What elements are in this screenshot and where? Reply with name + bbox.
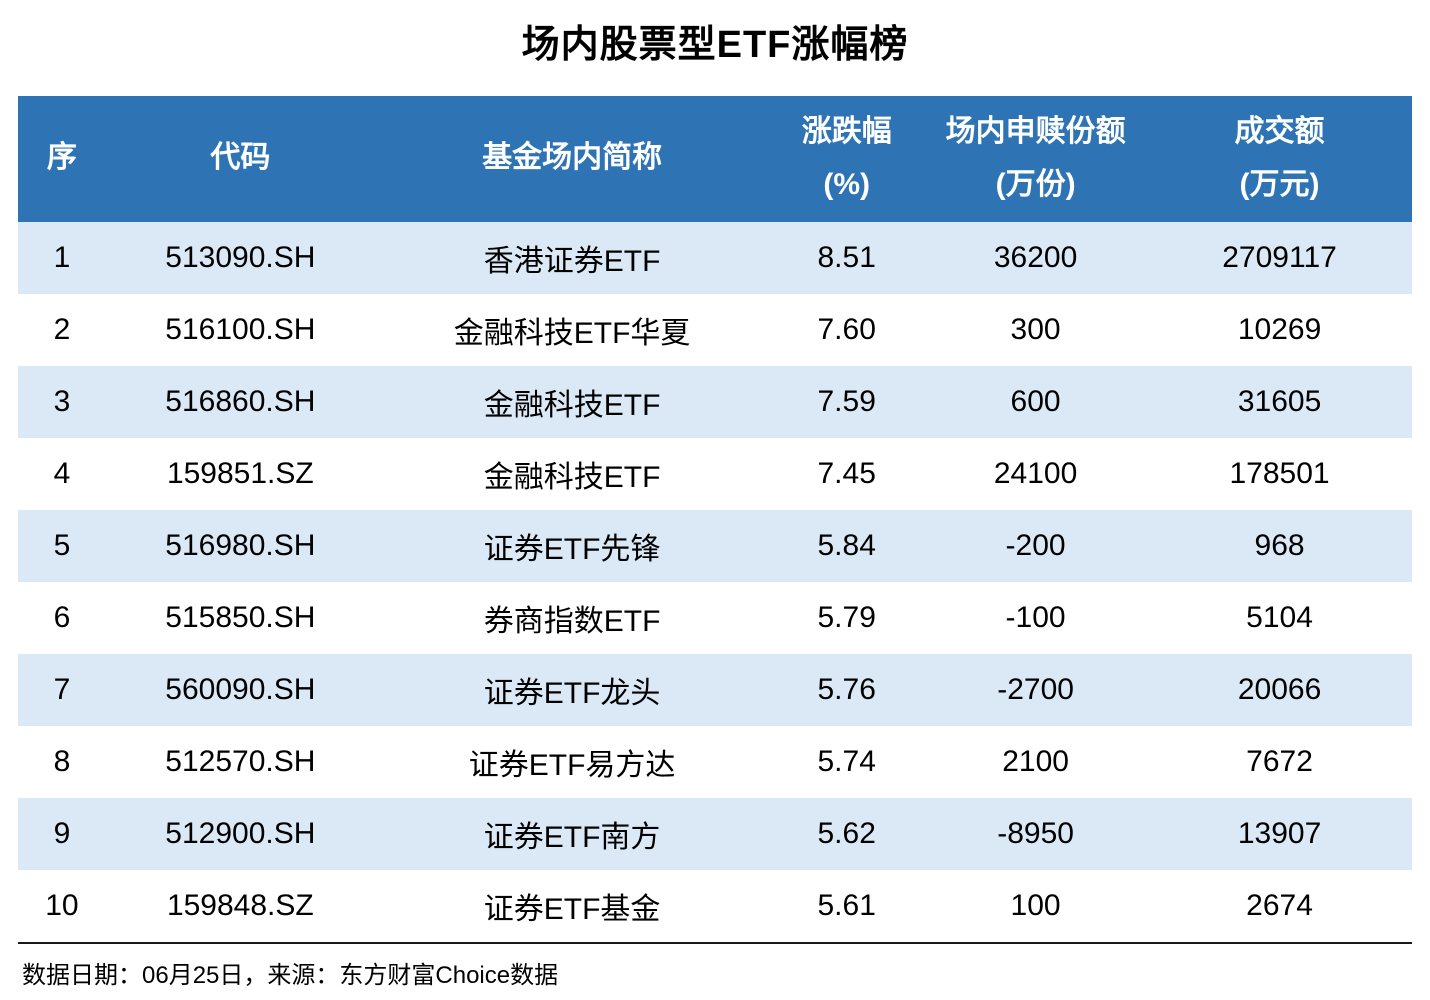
table-cell: 300 <box>1010 312 1061 346</box>
table-cell: 13907 <box>1237 816 1322 850</box>
table-cell: 515850.SH <box>165 600 316 634</box>
table-row: 8 512570.SH 证券ETF易方达 5.74 2100 7672 <box>18 726 1412 798</box>
table-cell: 516980.SH <box>165 528 316 562</box>
table-cell: 7.45 <box>817 456 876 490</box>
table-cell: 512900.SH <box>165 816 316 850</box>
table-cell: 10269 <box>1237 312 1322 346</box>
table-cell: 金融科技ETF华夏 <box>453 316 691 350</box>
column-header: 成交额 (万元) <box>1147 95 1412 222</box>
table-cell: 5.79 <box>817 600 876 634</box>
table-cell: 516860.SH <box>165 384 316 418</box>
table-cell: 5.61 <box>817 888 876 922</box>
table-cell: 5.74 <box>817 744 876 778</box>
table-cell: 证券ETF先锋 <box>483 532 661 566</box>
table-cell: 7 <box>53 672 71 706</box>
table-row: 10 159848.SZ 证券ETF基金 5.61 100 2674 <box>18 870 1412 942</box>
table-row: 4 159851.SZ 金融科技ETF 7.45 24100 178501 <box>18 438 1412 510</box>
column-header-line: 序 <box>46 141 77 175</box>
table-cell: 968 <box>1254 528 1305 562</box>
table-row: 1 513090.SH 香港证券ETF 8.51 36200 2709117 <box>18 221 1412 294</box>
table-cell: 513090.SH <box>165 240 316 274</box>
table-cell: 1 <box>53 240 71 274</box>
table-header-row: 序 代码 基金场内简称 涨跌幅 (%) 场内申赎份额 (万份) 成交额 (万元) <box>18 95 1412 222</box>
table-cell: -200 <box>1005 528 1066 562</box>
table-cell: 香港证券ETF <box>483 244 661 278</box>
table-cell: 100 <box>1010 888 1061 922</box>
table-cell: 证券ETF易方达 <box>468 748 676 782</box>
table-cell: 3 <box>53 384 71 418</box>
etf-gainers-table: 序 代码 基金场内简称 涨跌幅 (%) 场内申赎份额 (万份) 成交额 (万元) 1 513090… <box>18 95 1412 942</box>
data-source-note: 数据日期：06月25日，来源：东方财富Choice数据 <box>22 961 559 989</box>
table-cell: 10 <box>45 888 79 922</box>
table-row: 5 516980.SH 证券ETF先锋 5.84 -200 968 <box>18 509 1412 582</box>
table-cell: 36200 <box>993 240 1078 274</box>
column-header-line: 代码 <box>210 141 271 175</box>
table-cell: -8950 <box>997 816 1074 850</box>
column-header: 涨跌幅 (%) <box>769 95 925 222</box>
column-header: 基金场内简称 <box>374 95 770 222</box>
table-cell: 5.62 <box>817 816 876 850</box>
footer-divider <box>18 941 1412 944</box>
table-cell: 8.51 <box>817 240 876 274</box>
table-cell: -2700 <box>997 672 1074 706</box>
table-row: 6 515850.SH 券商指数ETF 5.79 -100 5104 <box>18 582 1412 654</box>
table-cell: 31605 <box>1237 384 1322 418</box>
table-row: 3 516860.SH 金融科技ETF 7.59 600 31605 <box>18 365 1412 438</box>
page-title: 场内股票型ETF涨幅榜 <box>521 24 909 66</box>
table-cell: 证券ETF南方 <box>483 820 661 854</box>
table-cell: 2100 <box>1002 744 1069 778</box>
table-cell: 8 <box>53 744 71 778</box>
table-cell: 5.84 <box>817 528 876 562</box>
table-cell: 20066 <box>1237 672 1322 706</box>
table-header: 序 代码 基金场内简称 涨跌幅 (%) 场内申赎份额 (万份) 成交额 (万元) <box>18 95 1412 222</box>
table-cell: 516100.SH <box>165 312 316 346</box>
column-header-line: 涨跌幅 <box>801 115 892 149</box>
table-cell: -100 <box>1005 600 1066 634</box>
table-body: 1 513090.SH 香港证券ETF 8.51 36200 2709117 2 516100… <box>18 221 1412 942</box>
column-header-line: (%) <box>823 167 871 201</box>
table-cell: 5104 <box>1246 600 1313 634</box>
table-cell: 9 <box>53 816 71 850</box>
table-cell: 159848.SZ <box>166 888 314 922</box>
column-header-line: 基金场内简称 <box>482 141 663 175</box>
table-cell: 2709117 <box>1222 240 1337 274</box>
table-cell: 证券ETF基金 <box>483 892 661 926</box>
column-header-line: (万份) <box>995 167 1076 201</box>
table-cell: 证券ETF龙头 <box>483 676 661 710</box>
table-cell: 159851.SZ <box>166 456 314 490</box>
table-cell: 券商指数ETF <box>483 604 661 638</box>
table-cell: 5.76 <box>817 672 876 706</box>
table-cell: 7.59 <box>817 384 876 418</box>
table-row: 2 516100.SH 金融科技ETF华夏 7.60 300 10269 <box>18 294 1412 366</box>
table-row: 7 560090.SH 证券ETF龙头 5.76 -2700 20066 <box>18 653 1412 726</box>
table-cell: 560090.SH <box>165 672 316 706</box>
table-cell: 512570.SH <box>165 744 316 778</box>
column-header-line: 成交额 <box>1234 115 1325 149</box>
table-cell: 4 <box>53 456 71 490</box>
table-cell: 24100 <box>993 456 1078 490</box>
table-cell: 2 <box>53 312 71 346</box>
table-cell: 6 <box>53 600 71 634</box>
table-cell: 7672 <box>1246 744 1313 778</box>
table-cell: 2674 <box>1246 888 1313 922</box>
column-header: 场内申赎份额 (万份) <box>924 95 1148 222</box>
table-cell: 178501 <box>1229 456 1330 490</box>
table-cell: 金融科技ETF <box>483 460 661 494</box>
table-row: 9 512900.SH 证券ETF南方 5.62 -8950 13907 <box>18 797 1412 870</box>
column-header-line: 场内申赎份额 <box>945 115 1126 149</box>
table-cell: 金融科技ETF <box>483 388 661 422</box>
table-cell: 5 <box>53 528 71 562</box>
column-header: 代码 <box>105 95 375 222</box>
column-header-line: (万元) <box>1239 167 1320 201</box>
column-header: 序 <box>18 95 106 222</box>
table-cell: 600 <box>1010 384 1061 418</box>
table-cell: 7.60 <box>817 312 876 346</box>
